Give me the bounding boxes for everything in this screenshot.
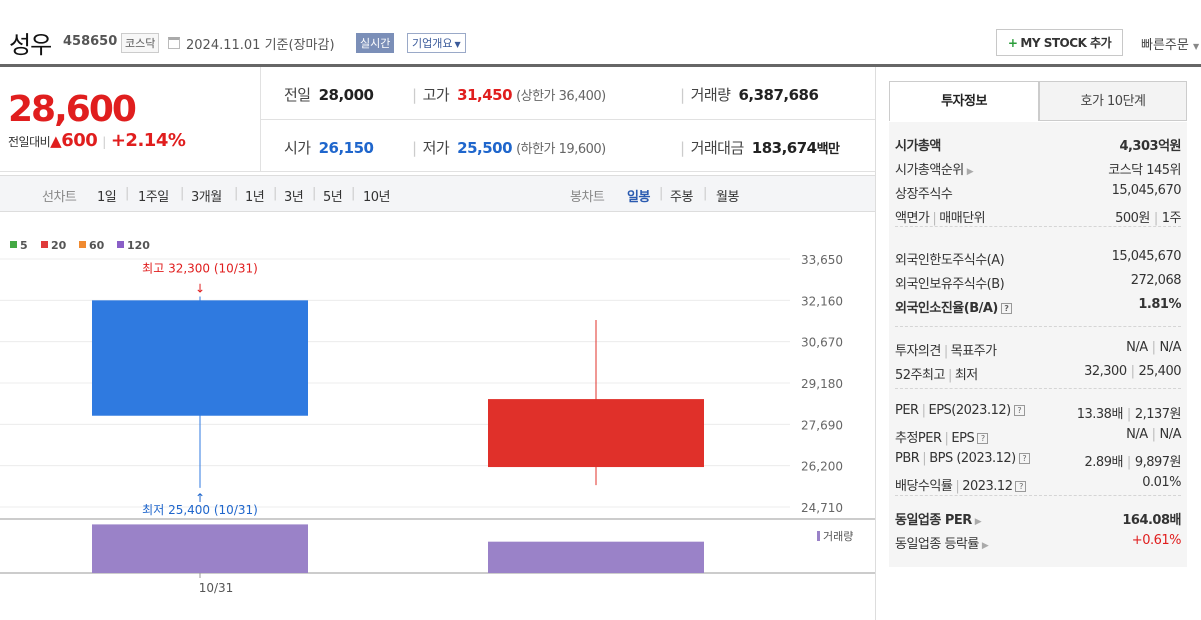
chevron-down-icon: ▼ [1192,42,1200,51]
info-row: 투자의견 | 목표주가 N/A | N/A [895,340,1181,359]
quote-date: 2024.11.01 기준(장마감) [186,38,335,53]
market-badge: 코스닥 [121,33,160,53]
ma-legend-swatch [10,241,17,248]
info-row: 동일업종 PER ▶ 164.08배 [895,513,1181,528]
line-chart-label: 선차트 [42,190,77,205]
price-panel: 28,600 전일대비▲600 | +2.14% 전일 28,000 | 고가 31,45… [0,67,875,172]
ma-legend-label: 20 [51,239,67,252]
stock-name: 성우 [9,31,52,59]
section-divider [895,226,1181,227]
company-info-dropdown[interactable]: 기업개요 ▼ [407,33,466,53]
tab-1d[interactable]: 1일 [97,190,117,205]
help-icon[interactable]: ? [1000,303,1012,314]
candle-chart-label: 봉차트 [570,190,605,205]
tab-weekly[interactable]: 주봉 [670,190,693,205]
info-row: 추정PER | EPS? N/A | N/A [895,427,1181,446]
y-tick-label: 24,710 [801,501,843,515]
open-price: 시가 26,150 [284,139,374,157]
stock-code: 458650 [63,34,118,49]
ma-legend-swatch [79,241,86,248]
high-annotation: 최고 32,300 (10/31) [142,261,258,275]
chevron-right-icon[interactable]: ▶ [981,541,989,551]
help-icon[interactable]: ? [977,433,989,444]
tab-monthly[interactable]: 월봉 [716,190,739,205]
info-row: 시가총액 4,303억원 [895,139,1181,154]
info-row: 52주최고 | 최저 32,300 | 25,400 [895,364,1181,383]
info-row: 액면가 | 매매단위 500원 | 1주 [895,211,1182,226]
tab-3y[interactable]: 3년 [284,190,304,205]
chevron-down-icon: ▼ [454,40,461,49]
ma-legend-swatch [41,241,48,248]
ma-legend-label: 60 [89,239,105,252]
plus-icon: + [1007,35,1018,50]
info-row: 배당수익률 | 2023.12? 0.01% [895,475,1181,494]
ma-legend-label: 5 [20,239,28,252]
info-row: 외국인보유주식수(B) 272,068 [895,273,1182,292]
chevron-right-icon[interactable]: ▶ [966,167,974,177]
y-tick-label: 26,200 [801,460,843,474]
tab-1y[interactable]: 1년 [245,190,265,205]
my-stock-add-button[interactable]: + MY STOCK 추가 [996,29,1123,56]
volume-legend-swatch [817,531,820,541]
y-tick-label: 30,670 [801,336,843,350]
info-row: 시가총액순위 ▶ 코스닥 145위 [895,163,1181,178]
down-arrow-icon: ↓ [195,281,205,295]
section-divider [895,495,1181,496]
tab-10y[interactable]: 10년 [363,190,391,205]
current-price: 28,600 [8,89,137,130]
period-tabs: 선차트 1일 | 1주일 | 3개월 | 1년 | 3년 | 5년 | 10년 … [0,175,875,212]
help-icon[interactable]: ? [1013,405,1025,416]
info-row: 외국인한도주식수(A) 15,045,670 [895,249,1182,268]
y-tick-label: 29,180 [801,377,843,391]
section-divider [895,388,1181,389]
info-row: PER | EPS(2023.12)? 13.38배 | 2,137원 [895,403,1182,422]
tab-5y[interactable]: 5년 [323,190,343,205]
quick-order-dropdown[interactable]: 빠른주문 ▼ [1141,38,1200,53]
y-tick-label: 33,650 [801,253,843,267]
price-change: 전일대비▲600 | +2.14% [8,130,186,151]
calendar-icon [168,37,180,49]
stock-header: 성우 458650 코스닥 2024.11.01 기준(장마감) 실시간 기업개… [0,0,1201,64]
section-divider [895,326,1181,327]
y-tick-label: 27,690 [801,418,843,432]
prev-close: 전일 28,000 [284,86,374,104]
volume-bar [488,541,704,573]
y-tick-label: 32,160 [801,294,843,308]
tab-3m[interactable]: 3개월 [191,190,222,205]
candle-body [92,300,308,416]
ma-legend-label: 120 [127,239,150,252]
volume-legend-label: 거래량 [823,530,853,543]
realtime-button[interactable]: 실시간 [356,33,395,53]
info-row: 외국인소진율(B/A)? 1.81% [895,297,1181,316]
tab-investment-info[interactable]: 투자정보 [889,81,1039,121]
info-row: 동일업종 등락률 ▶ +0.61% [895,533,1182,552]
volume-bar [92,524,308,573]
tab-daily[interactable]: 일봉 [627,190,650,205]
info-row: PBR | BPS (2023.12)? 2.89배 | 9,897원 [895,451,1182,470]
tab-1w[interactable]: 1주일 [138,190,169,205]
header-divider [0,64,1201,67]
help-icon[interactable]: ? [1018,453,1030,464]
high-price: | 고가 31,450 (상한가 36,400) [412,86,606,104]
low-price: | 저가 25,500 (하한가 19,600) [412,139,606,157]
info-row: 상장주식수 15,045,670 [895,183,1182,202]
volume: | 거래량 6,387,686 [680,86,819,104]
candle-body [488,399,704,468]
ma-legend-swatch [117,241,124,248]
x-tick-label: 10/31 [199,581,234,595]
low-annotation: 최저 25,400 (10/31) [142,503,258,517]
up-triangle-icon: ▲ [50,132,62,150]
tab-orderbook[interactable]: 호가 10단계 [1039,81,1187,121]
help-icon[interactable]: ? [1015,481,1027,492]
up-arrow-icon: ↑ [195,491,205,505]
candlestick-chart: 5 20 60 120 33,650 32,160 30,670 29,180 27,690 26… [0,239,875,595]
trade-amount: | 거래대금 183,674백만 [680,139,840,157]
chevron-right-icon[interactable]: ▶ [974,517,982,527]
